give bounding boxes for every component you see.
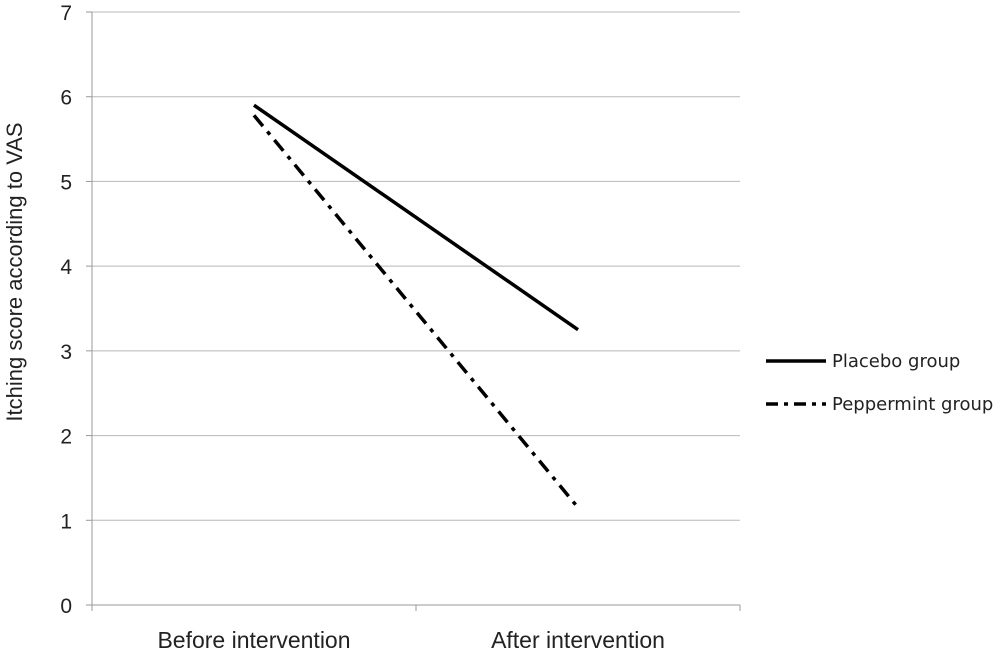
- legend: Placebo group Peppermint group: [766, 351, 993, 415]
- y-tick-label: 4: [60, 256, 72, 279]
- legend-label: Placebo group: [832, 351, 960, 372]
- y-tick-label: 2: [60, 426, 72, 449]
- series-lines: [252, 103, 580, 509]
- y-tick-label: 0: [60, 595, 72, 618]
- y-tick-labels: 0 1 2 3 4 5 6 7: [60, 2, 72, 618]
- legend-label: Peppermint group: [832, 394, 993, 415]
- y-axis-label: Itching score according to VAS: [2, 122, 27, 421]
- axes: [86, 11, 741, 611]
- y-tick-label: 3: [60, 341, 72, 364]
- y-tick-label: 6: [60, 87, 72, 110]
- y-tick-label: 1: [60, 510, 72, 533]
- x-category-label: After intervention: [491, 627, 665, 649]
- y-tick-label: 7: [60, 2, 72, 25]
- x-category-labels: Before intervention After intervention: [157, 627, 664, 649]
- series-line: [252, 114, 580, 509]
- x-category-label: Before intervention: [157, 627, 350, 649]
- y-tick-label: 5: [60, 171, 72, 194]
- gridlines: [92, 11, 740, 521]
- series-line: [253, 103, 579, 332]
